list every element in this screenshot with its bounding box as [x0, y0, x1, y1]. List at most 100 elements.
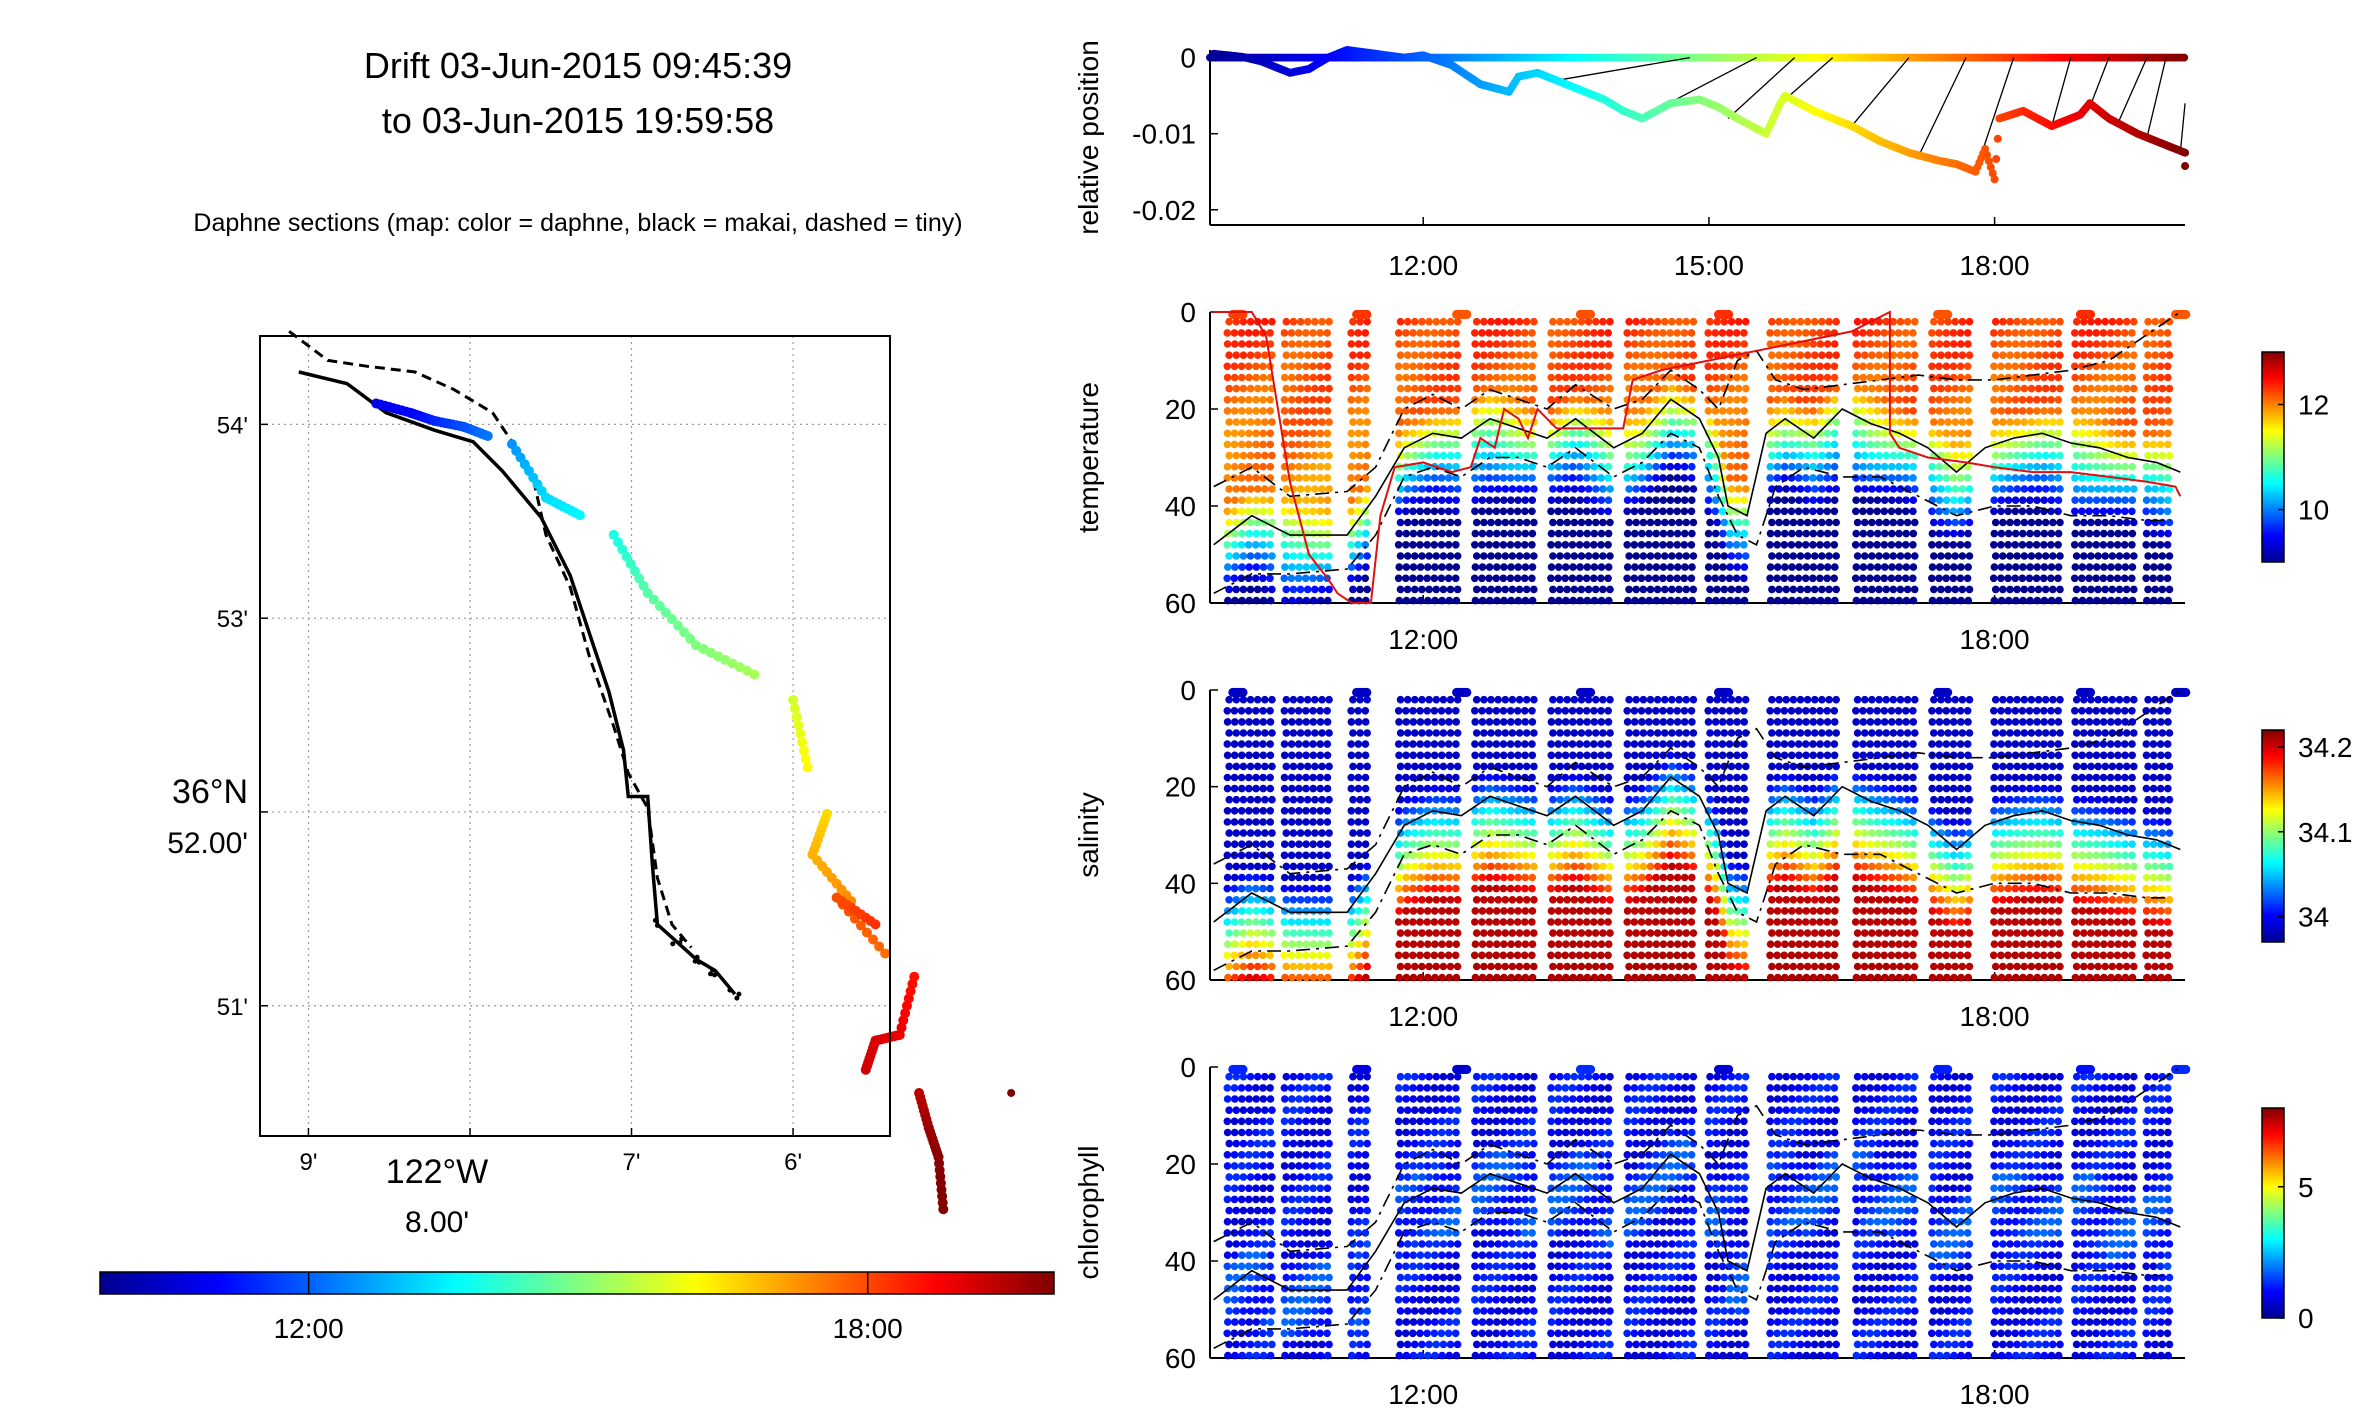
profile-point: [1244, 329, 1253, 337]
profile-point: [2078, 474, 2086, 482]
profile-point: [1296, 351, 1305, 360]
profile-point: [1471, 851, 1479, 860]
profile-point: [1487, 518, 1495, 527]
profile-point: [2156, 541, 2165, 549]
profile-point: [1942, 496, 1951, 505]
profile-point: [1645, 440, 1653, 449]
profile-point: [1937, 485, 1945, 493]
profile-point: [2078, 529, 2087, 538]
profile-point: [1528, 851, 1536, 860]
profile-point: [1266, 873, 1275, 882]
profile-point: [1597, 596, 1606, 605]
profile-point: [1704, 496, 1713, 505]
profile-point: [1645, 462, 1653, 471]
profile-point: [1852, 340, 1860, 348]
profile-point: [2071, 462, 2079, 471]
profile-point: [1547, 362, 1555, 371]
profile-point: [1802, 496, 1810, 505]
profile-point: [1309, 873, 1318, 882]
profile-point: [1935, 362, 1943, 371]
profile-point: [1402, 718, 1410, 726]
profile-point: [1773, 541, 1781, 549]
profile-point: [2128, 574, 2136, 583]
profile-point: [1311, 829, 1319, 837]
profile-point: [1430, 541, 1439, 549]
profile-point: [1734, 485, 1743, 493]
profile-point: [1682, 384, 1690, 393]
profile-point: [1416, 563, 1425, 571]
profile-point: [1661, 418, 1669, 426]
profile-point: [2032, 541, 2041, 549]
profile-point: [1965, 585, 1974, 594]
daphne-point: [789, 703, 800, 714]
profile-point: [2149, 407, 2158, 415]
profile-point: [1570, 518, 1579, 527]
profile-point: [1225, 729, 1233, 737]
profile-point: [1592, 317, 1600, 326]
profile-point: [2085, 429, 2094, 438]
profile-point: [1347, 574, 1355, 583]
profile-point: [1318, 862, 1326, 871]
profile-point: [1528, 718, 1537, 726]
y-tick-label: 20: [1165, 394, 1196, 425]
profile-point: [2107, 462, 2115, 471]
profile-point: [1472, 729, 1481, 737]
profile-point: [1325, 929, 1333, 937]
profile-point: [2094, 518, 2102, 527]
profile-point: [1347, 873, 1356, 882]
profile-point: [1259, 740, 1267, 748]
profile-point: [1268, 485, 1276, 493]
profile-point: [1316, 574, 1324, 583]
profile-point: [2094, 451, 2102, 460]
profile-point: [1356, 351, 1364, 360]
profile-point: [1316, 740, 1324, 748]
profile-point: [1811, 317, 1819, 326]
profile-point: [2114, 440, 2122, 449]
profile-point: [1445, 818, 1453, 826]
profile-point: [1583, 563, 1592, 571]
profile-point: [1823, 373, 1832, 382]
profile-point: [1309, 918, 1317, 926]
profile-point: [2041, 585, 2050, 594]
profile-point: [2164, 563, 2172, 571]
profile-point: [1991, 451, 2000, 460]
profile-point: [1452, 529, 1460, 538]
profile-point: [1773, 529, 1782, 538]
profile-point: [1508, 585, 1517, 594]
profile-point: [2149, 462, 2158, 471]
profile-point: [1394, 951, 1403, 960]
profile-point: [1682, 317, 1690, 326]
profile-point: [1787, 362, 1796, 371]
profile-point: [1318, 929, 1326, 937]
profile-point: [2144, 384, 2152, 393]
profile-point: [1582, 329, 1591, 337]
profile-point: [1354, 429, 1363, 438]
profile-point: [1361, 818, 1370, 826]
profile-point: [2092, 407, 2101, 415]
profile-point: [1958, 518, 1967, 527]
profile-point: [2006, 317, 2014, 326]
profile-point: [1942, 429, 1951, 438]
profile-point: [1500, 529, 1508, 538]
profile-point: [1991, 351, 2000, 360]
profile-point: [1471, 340, 1479, 348]
profile-point: [1720, 585, 1729, 594]
profile-point: [1295, 340, 1303, 348]
profile-point: [1316, 407, 1325, 415]
profile-point: [2018, 474, 2027, 482]
daphne-point: [870, 919, 881, 930]
profile-point: [1259, 529, 1268, 538]
profile-point: [1809, 462, 1817, 471]
profile-point: [1645, 529, 1653, 538]
profile-point: [1666, 407, 1675, 415]
profile-point: [2049, 317, 2057, 326]
profile-point: [1958, 418, 1967, 426]
profile-point: [1356, 384, 1364, 393]
profile-point: [1597, 440, 1605, 449]
profile-point: [1268, 829, 1276, 837]
profile-point: [1727, 585, 1736, 594]
profile-point: [1958, 317, 1967, 326]
profile-point: [1253, 929, 1262, 937]
profile-point: [1809, 563, 1818, 571]
profile-point: [2027, 384, 2036, 393]
